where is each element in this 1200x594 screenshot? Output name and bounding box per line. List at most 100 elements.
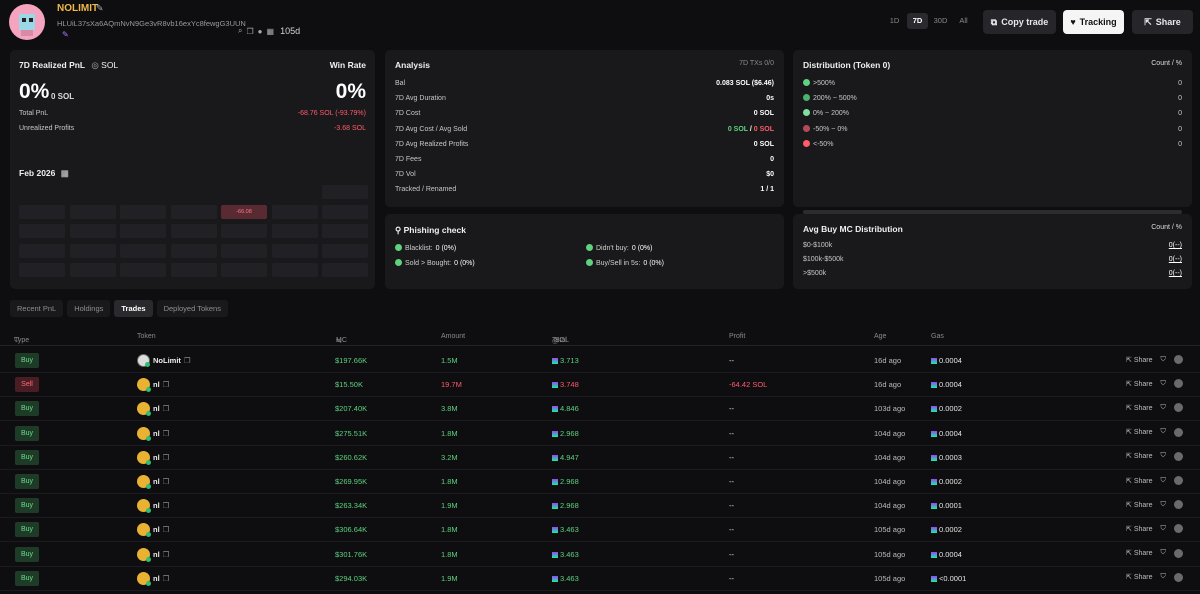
token-cell[interactable]: nl ❐ — [137, 571, 170, 586]
calendar-day — [322, 243, 368, 258]
token-cell[interactable]: nl ❐ — [137, 426, 170, 441]
sol-unit-icon: ◎ — [91, 60, 99, 70]
filter-icon[interactable]: ⛉ — [1160, 428, 1166, 436]
rename-icon[interactable]: ✎ — [62, 30, 69, 39]
filter-icon[interactable]: ⛉ — [1160, 403, 1166, 411]
filter-icon[interactable]: ⛉ — [1160, 500, 1166, 508]
copy-icon[interactable]: ❐ — [162, 573, 170, 583]
table-row[interactable]: Buy nl ❐ $275.51K 1.8M 2.968 -- 104d ago 0.0004 ⇱… — [0, 422, 1200, 446]
tab-deployed-tokens[interactable]: Deployed Tokens — [156, 300, 228, 317]
filter-icon[interactable]: ⛉ — [1160, 355, 1166, 363]
copy-icon[interactable]: ❐ — [183, 356, 191, 365]
copy-icon[interactable]: ❐ — [162, 452, 170, 462]
gas-value: 0.0002 — [939, 404, 962, 414]
filter-icon[interactable]: ⛉ — [1160, 452, 1166, 460]
table-row[interactable]: Buy nl ❐ $306.64K 1.8M 3.463 -- 105d ago 0.0002 ⇱… — [0, 518, 1200, 543]
copy-trade-icon: ⧉ — [990, 16, 998, 27]
settings-icon[interactable]: ● — [257, 26, 263, 36]
copy-icon[interactable]: ❐ — [162, 501, 170, 511]
tab-trades[interactable]: Trades — [114, 300, 153, 317]
token-cell[interactable]: nl ❐ — [137, 499, 170, 514]
sort-icon[interactable]: ⇆ — [336, 338, 342, 345]
token-icon — [137, 547, 151, 562]
period-7d[interactable]: 7D — [907, 13, 928, 29]
token-cell[interactable]: nl ❐ — [137, 523, 170, 538]
sol-icon — [552, 479, 558, 485]
table-row[interactable]: Buy nl ❐ $207.40K 3.8M 4.846 -- 103d ago 0.0002 ⇱… — [0, 397, 1200, 422]
copy-icon[interactable]: ❐ — [162, 477, 170, 486]
mc-dist-row: $0-$100k 0(--) — [803, 242, 1182, 249]
token-cell[interactable]: NoLimit ❐ — [137, 354, 191, 367]
copy-icon[interactable]: ❐ — [162, 428, 170, 438]
table-row[interactable]: Buy nl ❐ $269.95K 1.8M 2.968 -- 104d ago 0.0002 ⇱… — [0, 470, 1200, 494]
sol-icon — [552, 551, 558, 558]
copy-icon[interactable]: ❐ — [162, 549, 170, 559]
token-cell[interactable]: nl ❐ — [137, 475, 170, 489]
filter-icon[interactable]: ⛉ — [1160, 476, 1166, 484]
share-row-button[interactable]: ⇱ Share — [1126, 429, 1153, 437]
token-cell[interactable]: nl ❐ — [137, 547, 170, 562]
share-row-button[interactable]: ⇱ Share — [1126, 574, 1153, 582]
menu-icon[interactable] — [1173, 572, 1183, 582]
table-row[interactable]: Buy nl ❐ $260.62K 3.2M 4.947 -- 104d ago 0.0003 ⇱… — [0, 446, 1200, 470]
phishing-panel: ⚲ Phishing check Blacklist: 0 (0%) Didn't … — [385, 214, 784, 289]
table-row[interactable]: Buy NoLimit ❐ $197.66K 1.5M 3.713 -- 16d ago 0.0… — [0, 349, 1200, 373]
search-icon[interactable]: ⌕ — [238, 26, 243, 35]
share-row-button[interactable]: ⇱ Share — [1126, 477, 1153, 485]
total-value: 2.968 — [560, 477, 579, 486]
copy-icon[interactable]: ❐ — [162, 404, 170, 414]
tab-holdings[interactable]: Holdings — [67, 300, 111, 317]
table-row[interactable]: Sell nl ❐ $15.50K 19.7M 3.748 -64.42 SOL 16d ag… — [0, 373, 1200, 398]
menu-icon[interactable] — [1173, 500, 1183, 510]
table-row[interactable]: Buy nl ❐ $263.34K 1.9M 2.968 -- 104d ago 0.0001 ⇱… — [0, 494, 1200, 519]
tab-recent-pnl[interactable]: Recent PnL — [10, 300, 64, 317]
menu-icon[interactable] — [1173, 403, 1183, 413]
menu-icon[interactable] — [1173, 476, 1183, 485]
filter-icon[interactable]: ⛉ — [1160, 549, 1166, 557]
share-row-button[interactable]: ⇱ Share — [1126, 550, 1153, 558]
menu-icon[interactable] — [1173, 355, 1183, 364]
analysis-row: Tracked / Renamed 1 / 1 — [395, 186, 774, 194]
token-cell[interactable]: nl ❐ — [137, 402, 170, 417]
copy-icon[interactable]: ❐ — [162, 380, 170, 390]
share-row-button[interactable]: ⇱ Share — [1126, 453, 1153, 461]
share-row-button[interactable]: ⇱ Share — [1126, 525, 1153, 533]
share-row-button[interactable]: ⇱ Share — [1126, 501, 1153, 509]
menu-icon[interactable] — [1173, 548, 1183, 558]
table-row[interactable]: Buy nl ❐ $301.76K 1.8M 3.463 -- 105d ago 0.0004 ⇱… — [0, 543, 1200, 567]
share-button[interactable]: ⇱ Share — [1132, 10, 1193, 34]
token-cell[interactable]: nl ❐ — [137, 378, 170, 393]
edit-name-icon[interactable]: ✎ — [96, 3, 104, 13]
filter-icon[interactable]: ⛉ — [14, 337, 20, 344]
menu-icon[interactable] — [1173, 427, 1183, 437]
copy-icon[interactable]: ❐ — [246, 26, 254, 36]
filter-icon[interactable]: ⛉ — [1160, 573, 1166, 581]
table-row[interactable]: Buy nl ❐ $294.03K 1.9M 3.463 -- 105d ago <0.0001… — [0, 567, 1200, 591]
copy-icon[interactable]: ❐ — [162, 525, 170, 535]
gas-value: 0.0001 — [939, 501, 962, 511]
menu-icon[interactable] — [1173, 524, 1183, 534]
share-row-button[interactable]: ⇱ Share — [1126, 404, 1153, 412]
menu-icon[interactable] — [1173, 451, 1183, 461]
period-all[interactable]: All — [959, 16, 968, 25]
token-cell[interactable]: nl ❐ — [137, 450, 170, 465]
tracking-button[interactable]: ♥ Tracking — [1063, 10, 1124, 34]
currency-toggle-icon[interactable]: ◎ — [552, 338, 559, 345]
period-30d[interactable]: 30D — [933, 16, 948, 25]
sol-icon — [552, 430, 558, 437]
filter-icon[interactable]: ⛉ — [1160, 524, 1166, 532]
share-row-button[interactable]: ⇱ Share — [1126, 380, 1153, 388]
share-row-button[interactable]: ⇱ Share — [1126, 356, 1153, 364]
period-1d[interactable]: 1D — [889, 16, 900, 25]
pnl-sol: 0 SOL — [51, 92, 75, 101]
filter-icon[interactable]: ⛉ — [1160, 379, 1166, 387]
copy-trade-button[interactable]: ⧉ Copy trade — [983, 10, 1056, 34]
calendar-icon[interactable]: ▦ — [60, 168, 69, 178]
age-value: 16d ago — [874, 356, 902, 365]
analysis-title: Analysis — [395, 60, 430, 70]
calendar-day — [69, 263, 116, 277]
menu-icon[interactable] — [1173, 379, 1183, 389]
share-icon: ⇱ — [1126, 477, 1132, 485]
share-icon: ⇱ — [1144, 16, 1152, 27]
pnl-unit: SOL — [101, 60, 119, 70]
